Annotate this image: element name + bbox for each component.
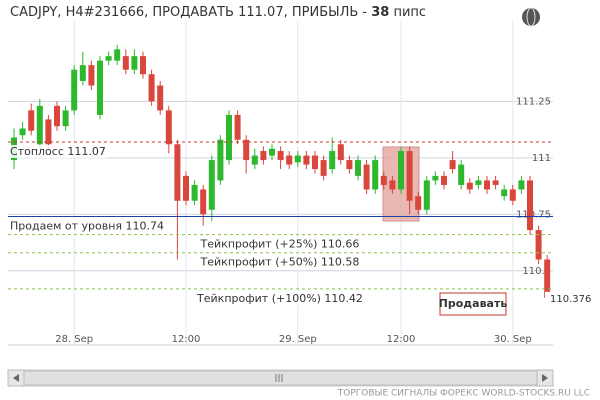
- candle-body: [535, 230, 542, 260]
- sell-button[interactable]: [439, 292, 507, 316]
- candle-body: [71, 69, 78, 111]
- last-price: 110.376: [550, 294, 591, 305]
- label-background: [8, 145, 108, 158]
- label-background: [8, 219, 167, 233]
- candle-body: [484, 180, 490, 190]
- candle-body: [157, 85, 164, 111]
- candle-body: [62, 110, 69, 127]
- profit-unit: пипс: [393, 5, 427, 20]
- footer: ТОРГОВЫЕ СИГНАЛЫ ФОРЕКС WORLD-STOCKS.RU …: [337, 389, 590, 399]
- price-level-label: Тейкпрофит (+25%) 110.66: [200, 238, 360, 251]
- candle-body: [466, 182, 473, 190]
- candle-body: [363, 164, 370, 190]
- candle-body: [449, 160, 456, 170]
- candle-body: [208, 160, 215, 210]
- candle-body: [509, 189, 516, 201]
- candle-body: [286, 155, 293, 165]
- candle-body: [200, 189, 207, 215]
- price-level-label: Тейкпрофит (+50%) 110.58: [200, 256, 360, 269]
- candle-body: [28, 110, 35, 131]
- title: CADJPY, H4#231666, ПРОДАВАТЬ 111.07, ПРИ…: [10, 5, 426, 20]
- candle-body: [294, 155, 301, 163]
- candle-body: [45, 119, 52, 145]
- candle-body: [389, 180, 396, 190]
- candle-body: [148, 74, 155, 102]
- label-background: [194, 291, 365, 305]
- arrow-left: [13, 374, 19, 382]
- candle-body: [380, 175, 387, 185]
- candle-body: [36, 105, 43, 145]
- x-tick-label: 29. Sep: [279, 334, 317, 345]
- candle-body: [277, 151, 284, 161]
- candle-body: [303, 155, 310, 165]
- candle-body: [329, 151, 336, 170]
- candle-body: [312, 155, 318, 170]
- price-level-label: Тейкпрофит (+100%) 110.42: [196, 292, 363, 305]
- candle-body: [243, 139, 250, 161]
- profit: 38: [371, 5, 390, 20]
- candle-body: [174, 144, 181, 201]
- candle-body: [432, 175, 439, 181]
- candle-body: [105, 56, 112, 61]
- candle-body: [475, 180, 482, 185]
- candle-body: [54, 105, 60, 127]
- y-tick-label: 111: [532, 153, 551, 164]
- sell-button-label[interactable]: Продавать: [439, 297, 508, 310]
- y-tick-label: 110.5: [522, 266, 551, 277]
- candle-body: [501, 189, 508, 197]
- scroll-grip: [275, 374, 283, 382]
- candle-body: [140, 56, 146, 75]
- candle-body: [492, 180, 499, 185]
- candle-body: [423, 180, 430, 210]
- candle-body: [337, 144, 344, 161]
- candle-body: [260, 151, 267, 161]
- candle-body: [320, 160, 327, 176]
- candle-body: [114, 49, 121, 61]
- candle-body: [19, 128, 26, 136]
- last-price-box: [545, 291, 600, 306]
- candle-body: [226, 114, 232, 161]
- candle-body: [346, 160, 353, 170]
- candle-body: [406, 151, 413, 201]
- candle-body: [527, 180, 533, 231]
- price-level-label: Стоплосс 111.07: [10, 145, 106, 158]
- candle-body: [131, 56, 138, 70]
- candle-body: [217, 139, 224, 181]
- x-tick-label: 12:00: [172, 334, 201, 345]
- candle-body: [269, 148, 275, 156]
- globe-icon[interactable]: [522, 8, 540, 26]
- candle-body: [398, 151, 404, 190]
- x-tick-label: 12:00: [387, 334, 416, 345]
- candle-body: [191, 184, 198, 201]
- title-text: CADJPY, H4#231666, ПРОДАВАТЬ 111.07, ПРИ…: [10, 5, 368, 20]
- candle-body: [183, 175, 189, 201]
- candle-body: [79, 65, 86, 81]
- candle-body: [458, 164, 465, 185]
- candle-body: [415, 196, 422, 210]
- globe-meridian: [526, 7, 536, 27]
- candle-body: [234, 114, 241, 140]
- x-tick-label: 30. Sep: [494, 334, 532, 345]
- label-background: [197, 237, 362, 251]
- candle-body: [165, 110, 172, 145]
- scroll-thumb[interactable]: [23, 370, 538, 386]
- candle-body: [122, 56, 129, 70]
- price-level-label: Продаем от уровня 110.74: [10, 220, 164, 233]
- candle-body: [97, 60, 103, 115]
- candle-body: [544, 259, 551, 298]
- candle-body: [518, 180, 525, 190]
- candle-body: [251, 155, 258, 165]
- candle-body: [441, 175, 447, 185]
- y-tick-label: 110.75: [516, 209, 551, 220]
- label-background: [197, 255, 362, 269]
- candle-body: [355, 160, 361, 176]
- x-tick-label: 28. Sep: [55, 334, 93, 345]
- candle-body: [372, 160, 379, 190]
- arrow-right: [542, 374, 548, 382]
- y-tick-label: 111.25: [516, 96, 551, 107]
- candle-body: [88, 65, 95, 86]
